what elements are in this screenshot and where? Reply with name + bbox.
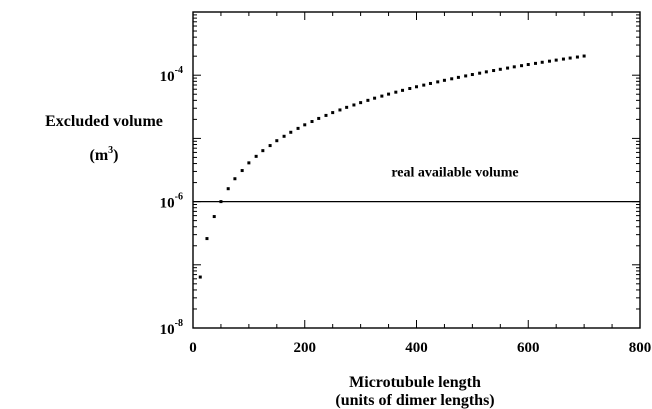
x-tick-label: 200 (294, 340, 317, 356)
data-point (359, 101, 363, 105)
y-axis-label: Excluded volume (45, 113, 163, 130)
y-tick-label: 10-6 (160, 192, 183, 212)
data-point (450, 77, 454, 81)
x-tick-label: 800 (629, 340, 652, 356)
data-point (240, 169, 244, 173)
data-point (317, 116, 321, 120)
data-point (575, 55, 579, 59)
data-point (338, 108, 342, 112)
data-point (366, 98, 370, 102)
data-point (324, 113, 328, 117)
data-point (428, 81, 432, 85)
data-point (436, 80, 440, 84)
y-tick-label: 10-8 (160, 318, 183, 338)
data-point (212, 215, 216, 219)
data-point (547, 59, 551, 63)
x-tick-label: 600 (517, 340, 540, 356)
data-point (394, 90, 398, 94)
data-point (582, 54, 586, 58)
data-point (478, 71, 482, 75)
data-point (289, 130, 293, 134)
data-point (282, 134, 286, 138)
data-point (484, 70, 488, 74)
data-point (512, 65, 516, 69)
x-tick-label: 0 (189, 340, 197, 356)
data-point (492, 69, 496, 73)
data-point (526, 63, 530, 67)
data-point (506, 66, 510, 70)
y-tick-label-base: 10 (160, 322, 175, 338)
data-point (296, 126, 300, 130)
data-point (198, 275, 202, 279)
data-point (498, 67, 502, 71)
data-point (408, 86, 412, 90)
data-point (554, 58, 558, 62)
data-point (422, 83, 426, 87)
data-point (205, 237, 209, 241)
data-point (415, 85, 418, 89)
data-point (303, 123, 307, 127)
data-point (261, 149, 265, 153)
data-point (331, 111, 335, 115)
data-point (470, 73, 474, 77)
data-point (226, 187, 230, 191)
x-axis-label: Microtubule length (349, 374, 481, 391)
data-point (456, 75, 460, 79)
data-point (219, 200, 223, 204)
data-point (387, 92, 391, 96)
data-point (380, 94, 384, 98)
data-point (275, 139, 279, 143)
data-point (254, 154, 258, 158)
y-axis-unit: (m3) (90, 145, 119, 164)
y-tick-label-exponent: -8 (175, 318, 183, 329)
data-point (310, 120, 314, 124)
data-point (540, 60, 544, 64)
y-tick-label-base: 10 (160, 69, 175, 85)
data-point (561, 57, 565, 61)
x-tick-label: 400 (405, 340, 428, 356)
data-point (268, 144, 272, 148)
data-point (520, 64, 524, 68)
data-point (401, 88, 405, 92)
data-point (373, 96, 377, 100)
data-point (345, 105, 349, 109)
y-tick-label-exponent: -6 (175, 192, 183, 203)
y-tick-label: 10-4 (160, 65, 183, 85)
data-point (442, 78, 446, 82)
data-point (247, 161, 251, 165)
data-point (464, 74, 468, 78)
data-point (233, 177, 237, 181)
real-available-volume-label: real available volume (391, 166, 518, 181)
x-axis-label-units: (units of dimer lengths) (335, 392, 494, 409)
data-point (352, 103, 356, 107)
data-point (568, 56, 572, 60)
data-point (534, 61, 538, 65)
y-tick-label-exponent: -4 (175, 65, 183, 76)
y-tick-label-base: 10 (160, 196, 175, 212)
